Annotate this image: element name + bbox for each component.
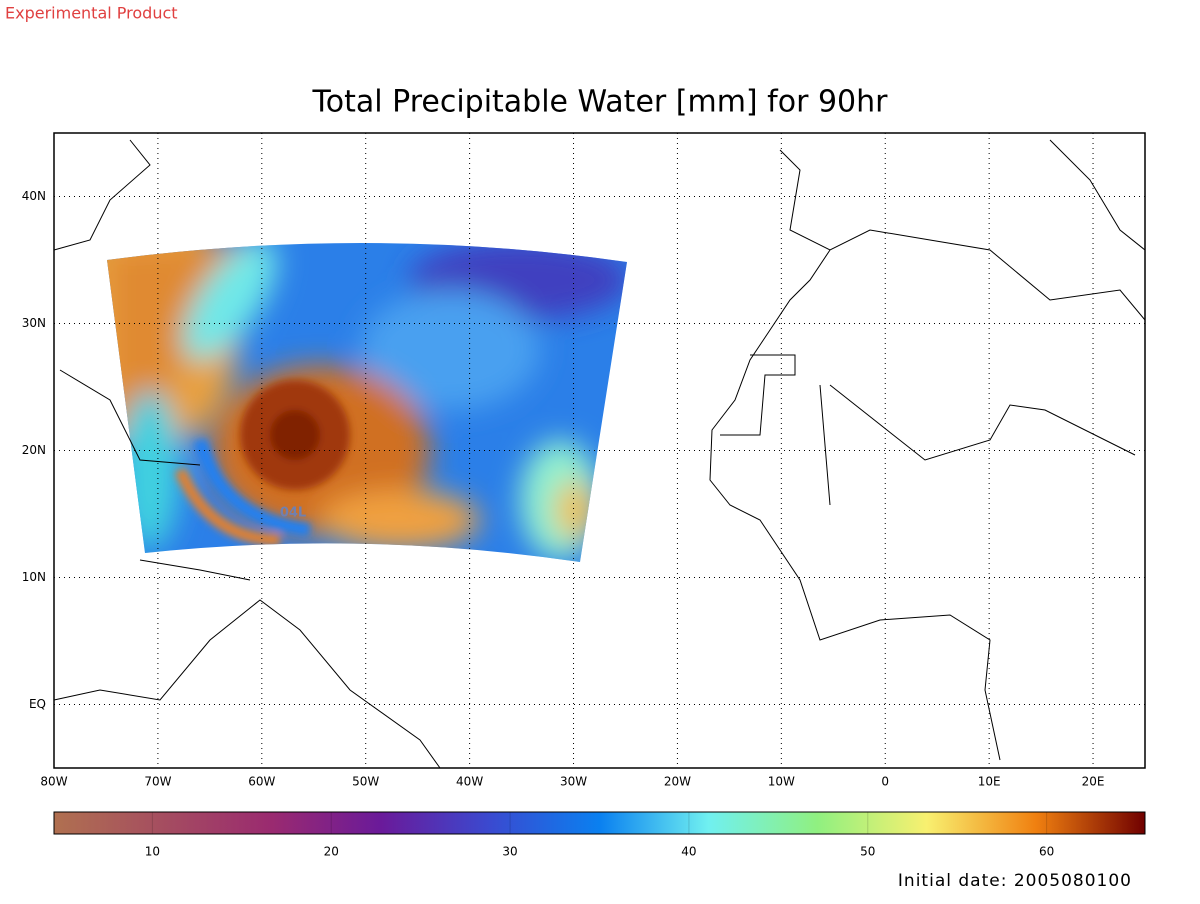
y-tick-label: 20N <box>22 443 46 457</box>
x-tick-label: 10E <box>978 775 1001 789</box>
x-tick-label: 70W <box>144 775 171 789</box>
colorbar-label: 30 <box>502 845 517 859</box>
initial-date: Initial date: 2005080100 <box>898 871 1132 891</box>
y-tick-label: 30N <box>22 316 46 330</box>
title: Total Precipitable Water [mm] for 90hr <box>312 85 889 120</box>
storm-label: 04L <box>280 506 306 521</box>
grid <box>53 133 1145 768</box>
colorbar <box>53 811 1146 835</box>
colorbar-label: 10 <box>145 845 160 859</box>
colorbar-label: 50 <box>860 845 875 859</box>
y-tick-label: EQ <box>29 697 46 711</box>
x-tick-label: 80W <box>40 775 67 789</box>
x-tick-label: 0 <box>881 775 889 789</box>
colorbar-label: 60 <box>1039 845 1054 859</box>
precip-field <box>107 242 627 562</box>
colorbar-label: 40 <box>681 845 696 859</box>
product-label: Experimental Product <box>5 4 178 23</box>
colorbar-label: 20 <box>324 845 339 859</box>
map-frame <box>53 132 1146 769</box>
coastlines <box>53 139 1146 769</box>
x-tick-label: 40W <box>456 775 483 789</box>
x-tick-label: 20W <box>664 775 691 789</box>
y-tick-label: 40N <box>22 189 46 203</box>
x-tick-label: 30W <box>560 775 587 789</box>
x-tick-label: 50W <box>352 775 379 789</box>
x-tick-label: 20E <box>1082 775 1105 789</box>
y-tick-label: 10N <box>22 570 46 584</box>
x-tick-label: 10W <box>768 775 795 789</box>
x-tick-label: 60W <box>248 775 275 789</box>
